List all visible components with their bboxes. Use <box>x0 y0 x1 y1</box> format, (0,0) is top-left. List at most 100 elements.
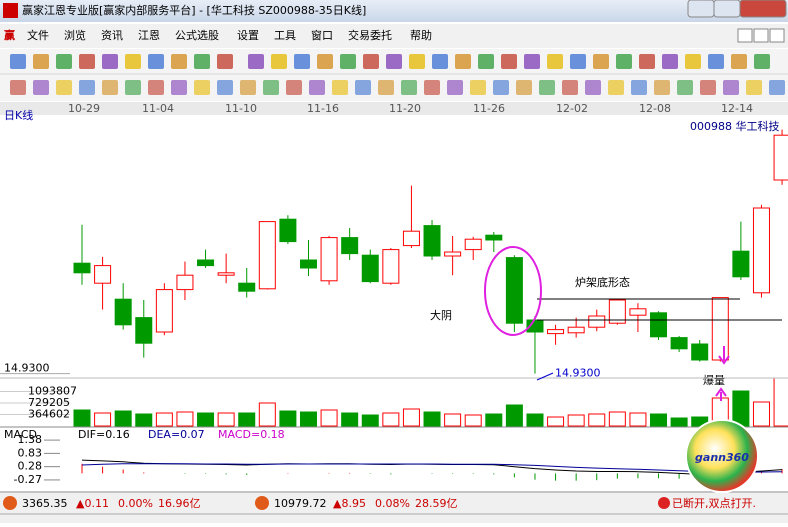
tool-button[interactable] <box>340 54 356 69</box>
tool-button[interactable] <box>309 80 325 95</box>
menu-item[interactable]: 资讯 <box>101 29 123 42</box>
tool-button[interactable] <box>56 54 72 69</box>
tool-button[interactable] <box>125 54 141 69</box>
tool-button[interactable] <box>524 54 540 69</box>
tool-button[interactable] <box>56 80 72 95</box>
tool-button[interactable] <box>240 80 256 95</box>
dea-line <box>81 463 783 473</box>
candle-body <box>505 257 523 324</box>
menu-item[interactable]: 帮助 <box>410 28 432 42</box>
dif-line <box>81 459 783 475</box>
tool-button[interactable] <box>79 54 95 69</box>
menu-item[interactable]: 江恩 <box>138 29 160 42</box>
tool-button[interactable] <box>631 80 647 95</box>
tool-button[interactable] <box>148 54 164 69</box>
tool-button[interactable] <box>447 80 463 95</box>
tool-button[interactable] <box>593 54 609 69</box>
tool-button[interactable] <box>662 54 678 69</box>
menu-item[interactable]: 交易委托 <box>348 28 392 42</box>
tool-button[interactable] <box>263 80 279 95</box>
tool-button[interactable] <box>562 80 578 95</box>
tool-button[interactable] <box>639 54 655 69</box>
tool-button[interactable] <box>171 54 187 69</box>
tool-button[interactable] <box>386 54 402 69</box>
tool-button[interactable] <box>217 80 233 95</box>
tool-button[interactable] <box>424 80 440 95</box>
tool-button[interactable] <box>33 80 49 95</box>
tool-button[interactable] <box>570 54 586 69</box>
volume-bar <box>464 414 482 427</box>
tool-button[interactable] <box>654 80 670 95</box>
tool-button[interactable] <box>33 54 49 69</box>
tool-button[interactable] <box>194 80 210 95</box>
tool-button[interactable] <box>317 54 333 69</box>
tool-button[interactable] <box>102 80 118 95</box>
tool-button[interactable] <box>470 80 486 95</box>
tool-button[interactable] <box>432 54 448 69</box>
tool-button[interactable] <box>685 54 701 69</box>
tool-button[interactable] <box>332 80 348 95</box>
tool-button[interactable] <box>700 80 716 95</box>
tool-button[interactable] <box>363 54 379 69</box>
tool-button[interactable] <box>478 54 494 69</box>
tool-button[interactable] <box>355 80 371 95</box>
tool-button[interactable] <box>501 54 517 69</box>
status-sh: 16.96亿 <box>158 497 201 510</box>
volume-bar <box>155 412 173 427</box>
mdi-close[interactable] <box>769 28 785 43</box>
tool-button[interactable] <box>271 54 287 69</box>
menu-item[interactable]: 文件 <box>27 28 49 42</box>
tool-button[interactable] <box>401 80 417 95</box>
status-sh: 0.00% <box>118 497 153 510</box>
volume-bar <box>485 413 503 427</box>
close-button[interactable] <box>739 0 787 18</box>
tool-button[interactable] <box>746 80 762 95</box>
tool-button[interactable] <box>708 54 724 69</box>
logo-text: gann360 <box>695 451 749 464</box>
tool-button[interactable] <box>539 80 555 95</box>
tool-button[interactable] <box>516 80 532 95</box>
mdi-restore[interactable] <box>753 28 769 43</box>
volume-bar <box>567 414 585 427</box>
tool-button[interactable] <box>493 80 509 95</box>
tool-button[interactable] <box>148 80 164 95</box>
tool-button[interactable] <box>378 80 394 95</box>
tool-button[interactable] <box>294 54 310 69</box>
tool-button[interactable] <box>585 80 601 95</box>
tool-button[interactable] <box>731 54 747 69</box>
tool-button[interactable] <box>455 54 471 69</box>
date-label: 12-08 <box>639 102 671 115</box>
tool-button[interactable] <box>286 80 302 95</box>
tool-button[interactable] <box>677 80 693 95</box>
tool-button[interactable] <box>608 80 624 95</box>
mdi-minimize[interactable] <box>737 28 753 43</box>
candle-body <box>547 329 565 335</box>
date-label: 11-16 <box>307 102 339 115</box>
menu-item[interactable]: 窗口 <box>311 28 333 42</box>
volume-bar <box>258 402 276 427</box>
tool-button[interactable] <box>754 54 770 69</box>
tool-button[interactable] <box>171 80 187 95</box>
tool-button[interactable] <box>10 80 26 95</box>
logo-badge <box>685 419 759 493</box>
menu-item[interactable]: 公式选股 <box>175 29 219 42</box>
tool-button[interactable] <box>248 54 264 69</box>
menu-item[interactable]: 设置 <box>237 29 259 42</box>
tool-button[interactable] <box>217 54 233 69</box>
tool-button[interactable] <box>409 54 425 69</box>
tool-button[interactable] <box>125 80 141 95</box>
tool-button[interactable] <box>723 80 739 95</box>
menu-item[interactable]: 浏览 <box>64 28 86 42</box>
minimize-button[interactable] <box>687 0 715 18</box>
volume-bar <box>73 409 91 427</box>
tool-button[interactable] <box>769 80 785 95</box>
tool-button[interactable] <box>10 54 26 69</box>
maximize-button[interactable] <box>713 0 741 18</box>
menu-item[interactable]: 工具 <box>274 29 296 42</box>
tool-button[interactable] <box>616 54 632 69</box>
tool-button[interactable] <box>194 54 210 69</box>
tool-button[interactable] <box>79 80 95 95</box>
tool-button[interactable] <box>547 54 563 69</box>
candle-body <box>670 337 688 350</box>
tool-button[interactable] <box>102 54 118 69</box>
